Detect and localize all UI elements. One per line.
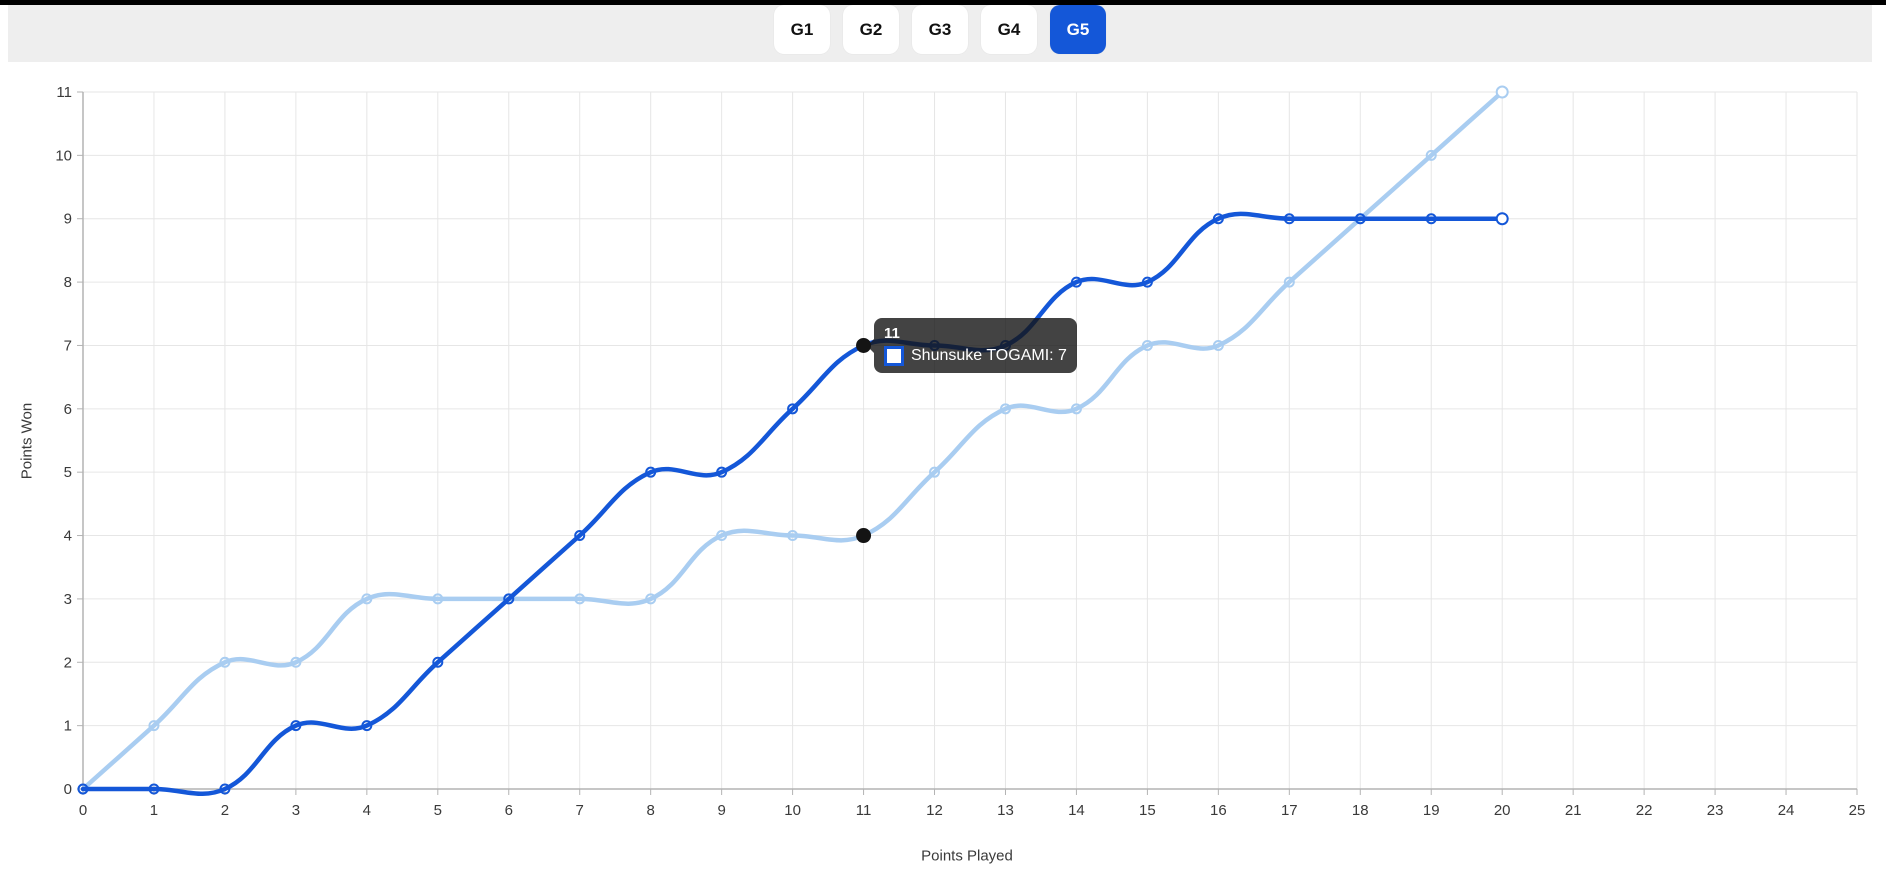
x-tick-label: 11 <box>856 802 872 819</box>
data-point[interactable] <box>77 783 89 795</box>
data-point[interactable] <box>1212 213 1224 225</box>
data-point[interactable] <box>716 530 728 542</box>
data-point[interactable] <box>148 783 160 795</box>
data-point[interactable] <box>1141 276 1153 288</box>
y-tick-label: 7 <box>64 337 72 354</box>
x-tick-label: 17 <box>1281 802 1298 819</box>
data-point[interactable] <box>1212 339 1224 351</box>
top-border-bar <box>0 0 1886 5</box>
data-point[interactable] <box>645 593 657 605</box>
x-tick-label: 25 <box>1849 802 1866 819</box>
x-tick-label: 19 <box>1423 802 1440 819</box>
data-point[interactable] <box>503 593 515 605</box>
data-point[interactable] <box>999 403 1011 415</box>
x-tick-label: 12 <box>926 802 943 819</box>
x-tick-label: 2 <box>221 802 229 819</box>
tab-g5[interactable]: G5 <box>1050 5 1106 54</box>
highlighted-point[interactable] <box>856 528 872 544</box>
x-tick-label: 24 <box>1778 802 1795 819</box>
data-point[interactable] <box>929 466 941 478</box>
x-tick-label: 4 <box>363 802 371 819</box>
data-point[interactable] <box>574 530 586 542</box>
tooltip-series-value: Shunsuke TOGAMI: 7 <box>911 347 1067 364</box>
x-tick-label: 7 <box>576 802 584 819</box>
data-point[interactable] <box>787 530 799 542</box>
tab-g3[interactable]: G3 <box>912 5 968 54</box>
y-axis-title: Points Won <box>18 402 36 480</box>
data-point[interactable] <box>1283 213 1295 225</box>
y-tick-label: 1 <box>64 718 72 735</box>
tooltip-title: 11 <box>884 325 900 342</box>
y-tick-label: 5 <box>64 464 72 481</box>
y-tick-label: 3 <box>64 591 72 608</box>
data-point[interactable] <box>290 720 302 732</box>
y-tick-label: 8 <box>64 274 72 291</box>
y-tick-label: 0 <box>64 781 72 798</box>
data-point[interactable] <box>1425 213 1437 225</box>
chart-tooltip: 11 Shunsuke TOGAMI: 7 <box>867 318 1077 373</box>
x-tick-label: 8 <box>647 802 655 819</box>
data-point[interactable] <box>574 593 586 605</box>
series-series-light <box>77 85 1509 795</box>
x-tick-label: 5 <box>434 802 442 819</box>
gridlines <box>83 91 1858 789</box>
y-tick-label: 10 <box>55 147 72 164</box>
x-tick-label: 0 <box>79 802 87 819</box>
x-tick-label: 1 <box>150 802 158 819</box>
x-tick-label: 6 <box>505 802 513 819</box>
y-tick-label: 2 <box>64 654 72 671</box>
data-point[interactable] <box>645 466 657 478</box>
tab-g4[interactable]: G4 <box>981 5 1037 54</box>
data-point[interactable] <box>1495 212 1509 226</box>
data-point[interactable] <box>219 656 231 668</box>
x-tick-label: 15 <box>1139 802 1156 819</box>
data-point[interactable] <box>1283 276 1295 288</box>
data-point[interactable] <box>148 720 160 732</box>
y-tick-label: 6 <box>64 401 72 418</box>
data-point[interactable] <box>1425 149 1437 161</box>
y-tick-label: 11 <box>56 84 72 101</box>
data-point[interactable] <box>361 720 373 732</box>
x-tick-label: 16 <box>1210 802 1227 819</box>
tab-g2[interactable]: G2 <box>843 5 899 54</box>
data-point[interactable] <box>432 656 444 668</box>
x-tick-label: 9 <box>717 802 725 819</box>
x-tick-label: 14 <box>1068 802 1085 819</box>
x-tick-label: 23 <box>1707 802 1724 819</box>
x-tick-label: 21 <box>1565 802 1582 819</box>
x-tick-label: 22 <box>1636 802 1653 819</box>
tab-g1[interactable]: G1 <box>774 5 830 54</box>
data-point[interactable] <box>1495 85 1509 99</box>
data-point[interactable] <box>716 466 728 478</box>
x-tick-label: 13 <box>997 802 1014 819</box>
x-axis-title: Points Played <box>921 847 1013 865</box>
y-tick-label: 9 <box>64 211 72 228</box>
axes <box>77 91 1858 795</box>
data-point[interactable] <box>1354 213 1366 225</box>
data-point[interactable] <box>1141 339 1153 351</box>
x-tick-label: 20 <box>1494 802 1511 819</box>
data-point[interactable] <box>787 403 799 415</box>
data-point[interactable] <box>290 656 302 668</box>
data-point[interactable] <box>432 593 444 605</box>
x-tick-label: 10 <box>784 802 801 819</box>
game-tab-bar: G1 G2 G3 G4 G5 <box>8 5 1872 62</box>
tooltip-series-swatch-icon <box>884 346 904 366</box>
x-tick-label: 18 <box>1352 802 1369 819</box>
x-tick-label: 3 <box>292 802 300 819</box>
tick-labels: 0 1 2 3 4 5 6 7 8 9 10 11 12 13 14 15 16 17 18 19 20 21 22 23 24… <box>55 84 1865 819</box>
data-point[interactable] <box>1070 403 1082 415</box>
tooltip-row: Shunsuke TOGAMI: 7 <box>884 346 1067 366</box>
data-point[interactable] <box>1070 276 1082 288</box>
data-point[interactable] <box>361 593 373 605</box>
y-tick-label: 4 <box>64 528 72 545</box>
data-point[interactable] <box>219 783 231 795</box>
